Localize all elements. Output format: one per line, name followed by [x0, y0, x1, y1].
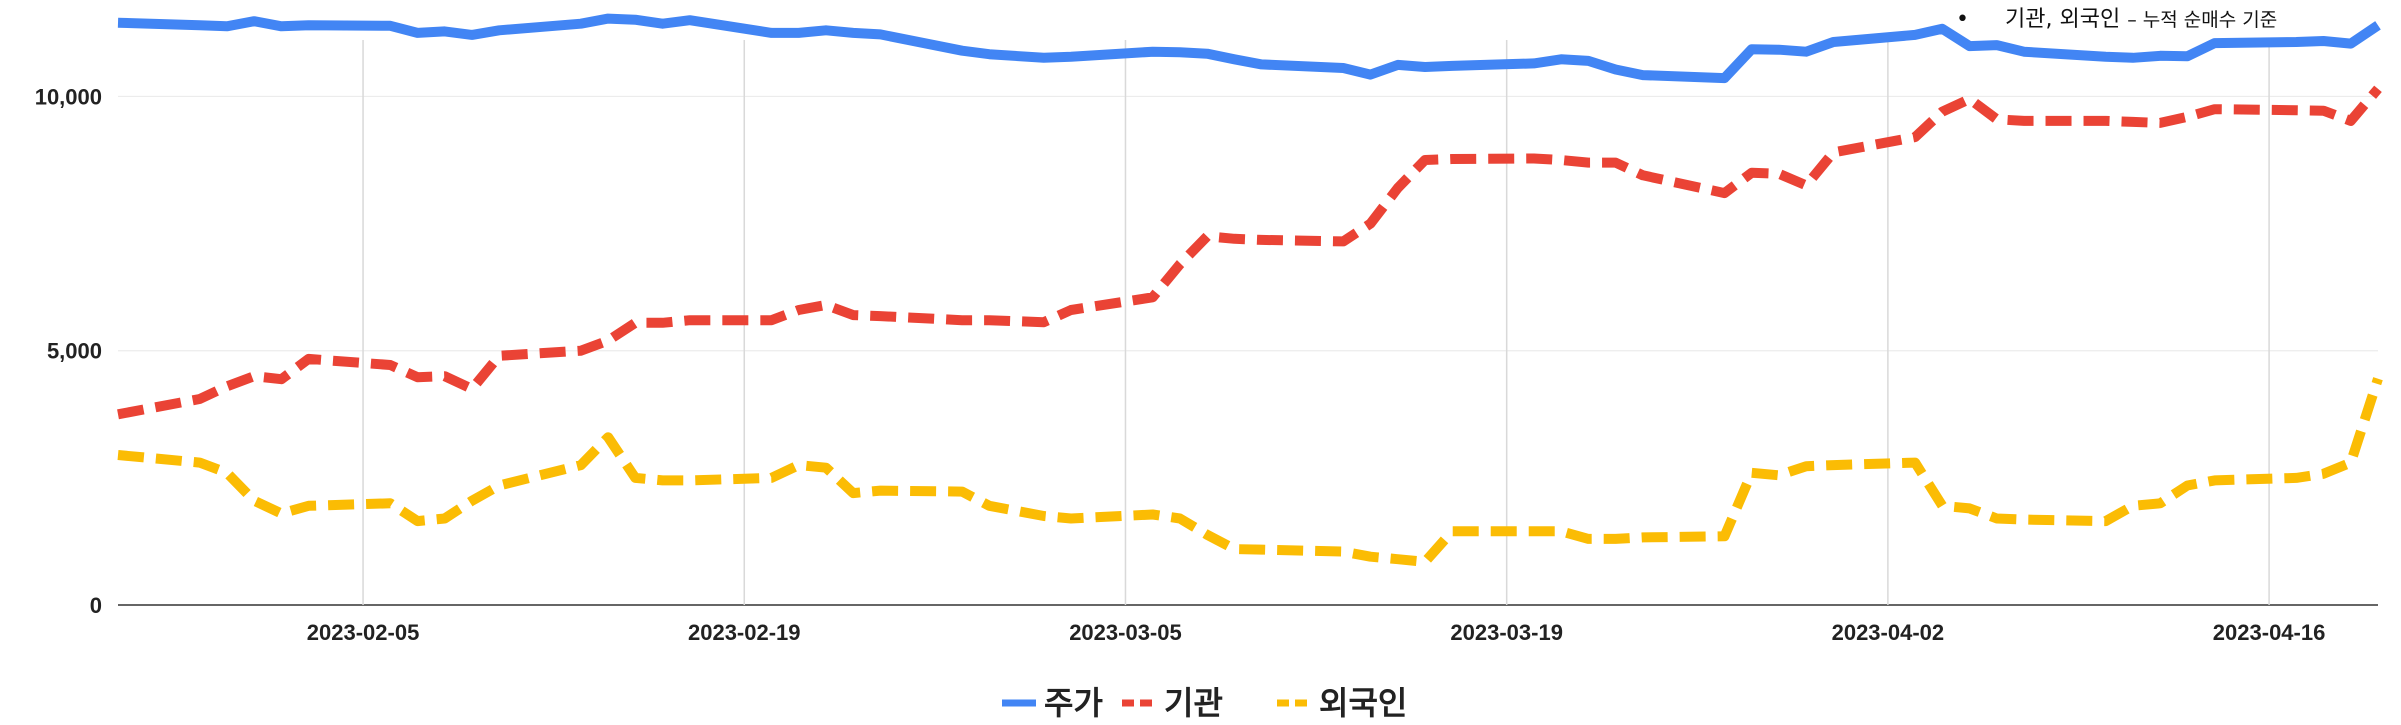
- legend-label: 기관: [1164, 684, 1223, 722]
- legend-label: 주가: [1044, 684, 1103, 722]
- legend-item-3: 외국인: [1277, 684, 1407, 722]
- axis-labels: 0 5,000 10,000 2023-02-05 2023-02-19 2023-03-…: [35, 84, 2326, 645]
- annotation-note: • 기관, 외국인 – 누적 순매수 기준: [1956, 7, 2277, 32]
- series-line-1: [117, 13, 2381, 84]
- x-tick-label: 2023-02-05: [307, 620, 420, 645]
- series-line-2: [117, 85, 2382, 420]
- y-tick-label: 5,000: [47, 339, 102, 364]
- y-tick-label: 10,000: [35, 84, 102, 109]
- legend-item-1: 주가: [1002, 684, 1103, 722]
- legend-label: 외국인: [1319, 684, 1407, 722]
- x-tick-label: 2023-03-05: [1069, 620, 1182, 645]
- series-lines: [117, 13, 2383, 567]
- series-line-3: [117, 377, 2383, 567]
- note-text-main: 기관, 외국인: [2005, 7, 2120, 32]
- note-bullet: •: [1956, 7, 1969, 32]
- x-tick-label: 2023-04-02: [1832, 620, 1945, 645]
- note-text-rest: 누적 순매수 기준: [2143, 9, 2277, 31]
- legend-item-2: 기관: [1122, 684, 1223, 722]
- x-tick-label: 2023-04-16: [2213, 620, 2326, 645]
- svg-text:기관, 외국인 – 누적 순매수: 기관, 외국인 – 누적 순매수 기준: [2005, 7, 2277, 32]
- x-tick-label: 2023-02-19: [688, 620, 801, 645]
- legend: 주가 기관 외국인: [1002, 684, 1407, 722]
- note-text-sep: –: [2127, 9, 2143, 31]
- x-tick-label: 2023-03-19: [1450, 620, 1563, 645]
- y-tick-label: 0: [90, 593, 102, 618]
